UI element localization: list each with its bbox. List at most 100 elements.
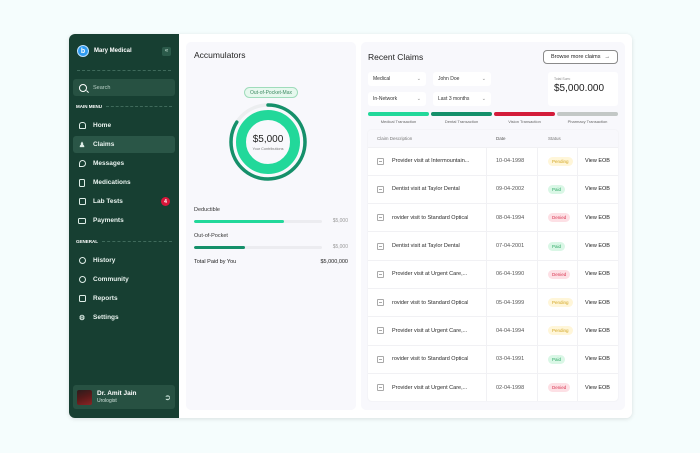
chat-icon (78, 160, 86, 168)
contributions-donut: $5,000 Your Contributions (228, 102, 308, 182)
logout-icon[interactable]: ➲ (164, 392, 171, 402)
sidebar-item-label: Home (93, 122, 112, 129)
claim-icon (377, 157, 384, 165)
claim-description: Dentist visit at Taylor Dental (392, 243, 460, 250)
sidebar-item-label: Lab Tests (93, 198, 123, 205)
table-row[interactable]: rovider visit to Standard Optical 03-04-… (368, 344, 618, 373)
browse-more-claims-button[interactable]: Browse more claims → (542, 50, 618, 64)
table-row[interactable]: Provider visit at Urgent Care,... 06-04-… (368, 259, 618, 288)
sidebar-item-label: History (93, 257, 116, 264)
status-badge: Pending (548, 298, 573, 308)
avatar (77, 389, 92, 405)
sidebar-item-reports[interactable]: Reports (73, 290, 175, 307)
recent-claims-title: Recent Claims (368, 52, 424, 62)
sidebar-item-label: Reports (93, 295, 118, 302)
table-row[interactable]: Dentist visit at Taylor Dental 09-04-200… (368, 174, 618, 204)
deductible-amount: $5,000 (332, 218, 348, 224)
claim-type-select[interactable]: Medical ⌄ (368, 72, 426, 86)
sidebar: b Mary Medical « Search MAIN MENU Home ♟… (69, 34, 179, 418)
oop-label: Out-of-Pocket (194, 233, 228, 239)
sidebar-item-community[interactable]: Community (73, 271, 175, 288)
claim-description: Provider visit at Intermountain... (392, 158, 470, 165)
chevron-down-icon: ⌄ (416, 76, 421, 82)
search-input[interactable]: Search (73, 79, 175, 96)
view-eob-link[interactable]: View EOB (585, 327, 610, 334)
sidebar-item-label: Payments (93, 217, 124, 224)
legend-medical: Medical Transaction (368, 112, 429, 124)
donut-chart-svg (229, 103, 307, 181)
status-badge: Paid (548, 354, 566, 364)
sidebar-item-claims[interactable]: ♟ Claims (73, 136, 175, 153)
claim-icon (377, 242, 384, 250)
divider (77, 70, 171, 71)
select-value: Last 3 months (438, 96, 470, 102)
claim-icon (377, 299, 384, 307)
claim-date: 03-04-1991 (487, 345, 538, 373)
table-row[interactable]: Dentist visit at Taylor Dental 07-04-200… (368, 231, 618, 260)
sidebar-item-history[interactable]: History (73, 252, 175, 269)
period-select[interactable]: Last 3 months ⌄ (433, 92, 491, 106)
status-badge: Denied (548, 213, 571, 223)
deductible-label: Deductible (194, 207, 220, 213)
claim-date: 05-04-1999 (487, 288, 538, 317)
view-eob-link[interactable]: View EOB (585, 214, 610, 221)
member-select[interactable]: John Doe ⌄ (433, 72, 491, 86)
view-eob-link[interactable]: View EOB (585, 243, 610, 250)
collapse-sidebar-button[interactable]: « (162, 46, 171, 56)
total-paid-label: Total Paid by You (194, 259, 237, 265)
out-of-pocket-max-pill: Out-of-Pocket-Max (244, 87, 298, 98)
user-role: Urologist (97, 398, 117, 404)
view-eob-link[interactable]: View EOB (585, 158, 610, 165)
claim-description: Provider visit at Urgent Care,... (392, 384, 468, 391)
user-name: Dr. Amit Jain (97, 390, 137, 397)
search-placeholder: Search (93, 84, 111, 91)
main-menu-label: MAIN MENU (73, 102, 175, 110)
sidebar-item-home[interactable]: Home (73, 117, 175, 134)
view-eob-link[interactable]: View EOB (585, 271, 610, 278)
table-row[interactable]: Provider visit at Urgent Care,... 02-04-… (368, 372, 618, 402)
claim-icon (377, 327, 384, 335)
gear-icon: ⚙ (78, 314, 86, 322)
notification-badge: 4 (161, 197, 170, 206)
total-sum-card: Total Sum: $5,000.000 (548, 72, 618, 106)
legend-vision: Vision Transaction (494, 112, 555, 124)
report-icon (78, 295, 86, 303)
main-content: Accumulators Out-of-Pocket-Max $5,000 Yo… (179, 34, 632, 418)
sidebar-item-medications[interactable]: Medications (73, 174, 175, 191)
view-eob-link[interactable]: View EOB (585, 299, 610, 306)
arrow-right-icon: → (604, 54, 611, 60)
select-value: John Doe (438, 76, 460, 82)
total-sum-value: $5,000.000 (554, 83, 605, 94)
table-row[interactable]: Provider visit at Intermountain... 10-04… (368, 146, 618, 175)
pill-bottle-icon (78, 178, 86, 187)
sidebar-item-label: Community (93, 276, 129, 283)
view-eob-link[interactable]: View EOB (585, 186, 610, 193)
claim-icon (377, 185, 384, 193)
select-value: In-Network (373, 96, 398, 102)
sidebar-item-settings[interactable]: ⚙ Settings (73, 309, 175, 326)
sidebar-item-lab-tests[interactable]: Lab Tests 4 (73, 193, 175, 210)
claim-date: 08-04-1994 (487, 204, 538, 232)
claim-date: 09-04-2002 (487, 175, 538, 204)
network-select[interactable]: In-Network ⌄ (368, 92, 426, 106)
status-badge: Paid (548, 241, 566, 251)
claim-icon (377, 384, 384, 392)
card-icon (78, 217, 86, 225)
claim-description: rovider visit to Standard Optical (392, 299, 469, 306)
home-icon (78, 122, 86, 130)
table-row[interactable]: rovider visit to Standard Optical 05-04-… (368, 287, 618, 317)
sidebar-item-label: Medications (93, 179, 131, 186)
brand-logo-icon: b (77, 45, 89, 57)
col-date: Date (496, 135, 506, 141)
claim-date: 02-04-1998 (487, 373, 538, 402)
user-profile-card[interactable]: Dr. Amit Jain Urologist ➲ (73, 385, 175, 409)
table-row[interactable]: rovider visit to Standard Optical 08-04-… (368, 203, 618, 232)
table-row[interactable]: Provider visit at Urgent Care,... 04-04-… (368, 316, 618, 345)
view-eob-link[interactable]: View EOB (585, 356, 610, 363)
brand-name: Mary Medical (94, 48, 132, 54)
status-badge: Paid (548, 184, 566, 194)
view-eob-link[interactable]: View EOB (585, 384, 610, 391)
sidebar-item-payments[interactable]: Payments (73, 212, 175, 229)
sidebar-item-messages[interactable]: Messages (73, 155, 175, 172)
browse-button-label: Browse more claims (550, 54, 601, 60)
